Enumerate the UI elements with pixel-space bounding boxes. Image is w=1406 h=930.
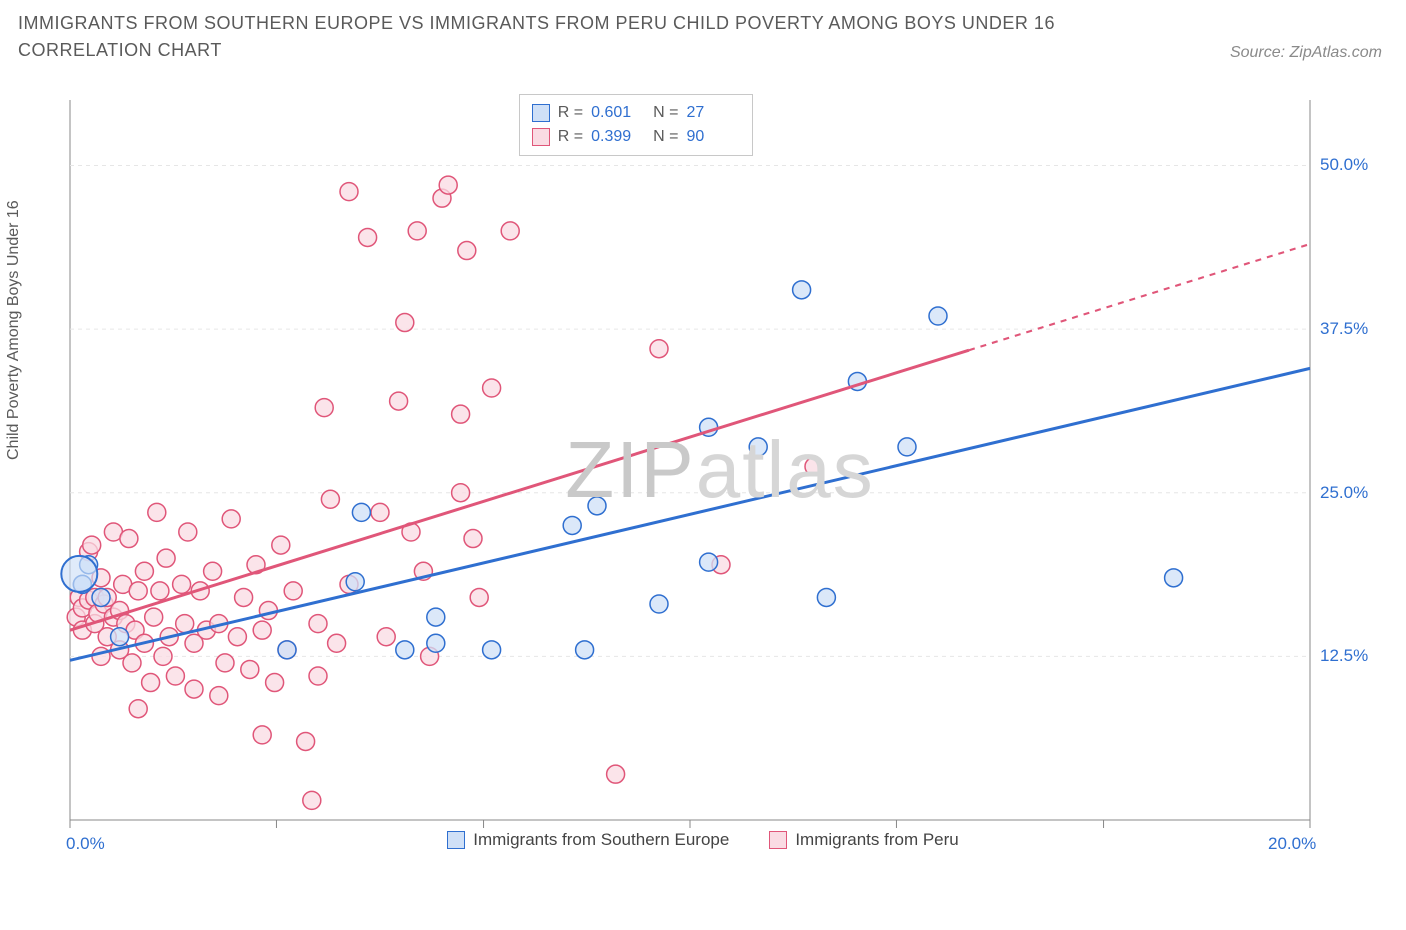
plot-svg <box>60 90 1380 850</box>
legend-n-label: N = <box>653 128 678 146</box>
legend-swatch <box>769 831 787 849</box>
legend-r-value: 0.601 <box>591 104 645 122</box>
y-axis-label: Child Poverty Among Boys Under 16 <box>5 200 23 460</box>
legend-correlation-row: R = 0.601 N = 27 <box>532 101 741 125</box>
legend-series-label: Immigrants from Peru <box>795 830 958 850</box>
scatter-plot: ZIPatlas <box>60 90 1380 850</box>
legend-n-label: N = <box>653 104 678 122</box>
y-tick-label: 12.5% <box>1320 646 1368 666</box>
legend-series: Immigrants from Southern Europe Immigrant… <box>0 830 1406 850</box>
legend-correlation-row: R = 0.399 N = 90 <box>532 125 741 149</box>
y-tick-label: 50.0% <box>1320 155 1368 175</box>
legend-series-item: Immigrants from Peru <box>769 830 958 850</box>
legend-series-label: Immigrants from Southern Europe <box>473 830 729 850</box>
legend-n-value: 27 <box>686 104 740 122</box>
legend-swatch <box>447 831 465 849</box>
legend-series-item: Immigrants from Southern Europe <box>447 830 729 850</box>
legend-r-value: 0.399 <box>591 128 645 146</box>
legend-n-value: 90 <box>686 128 740 146</box>
chart-title: IMMIGRANTS FROM SOUTHERN EUROPE VS IMMIG… <box>18 10 1118 64</box>
y-tick-label: 25.0% <box>1320 483 1368 503</box>
y-tick-label: 37.5% <box>1320 319 1368 339</box>
legend-r-label: R = <box>558 104 583 122</box>
legend-swatch <box>532 128 550 146</box>
legend-r-label: R = <box>558 128 583 146</box>
legend-swatch <box>532 104 550 122</box>
legend-correlation-box: R = 0.601 N = 27 R = 0.399 N = 90 <box>519 94 754 156</box>
source-credit: Source: ZipAtlas.com <box>1230 44 1382 62</box>
